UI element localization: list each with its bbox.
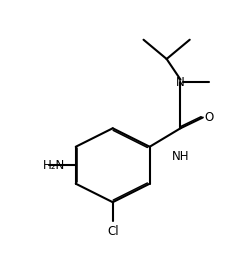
Text: N: N xyxy=(176,76,185,89)
Text: O: O xyxy=(204,111,214,124)
Text: NH: NH xyxy=(172,150,189,163)
Text: Cl: Cl xyxy=(107,225,118,237)
Text: H₂N: H₂N xyxy=(43,159,65,172)
